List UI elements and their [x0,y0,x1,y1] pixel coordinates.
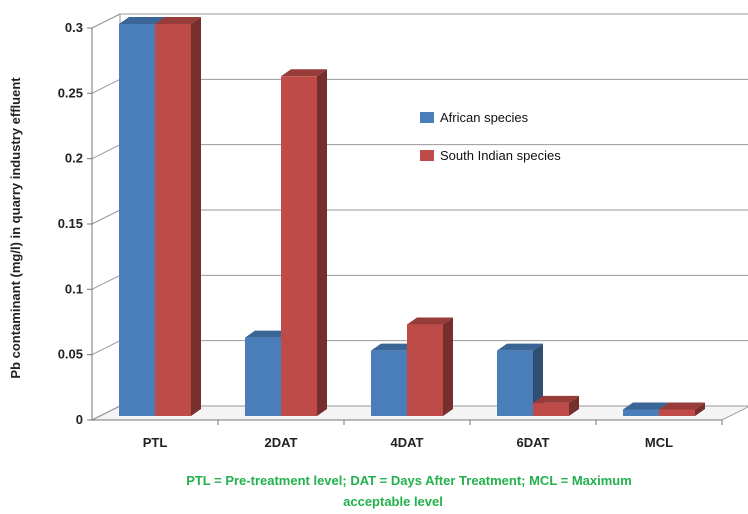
bar-front [119,24,155,416]
bar-side [317,69,327,417]
bar-top [533,395,579,403]
x-tick-label: 2DAT [265,435,298,450]
y-tick-label: 0.25 [58,85,83,100]
bar-top [407,317,453,325]
gridline-side [91,13,121,29]
bar-south-indian-species-4dat [407,317,453,416]
bar-top [155,17,201,24]
legend: African species South Indian species [420,110,561,163]
gridline-side [91,274,121,290]
y-tick-labels: 0 0.05 0.1 0.15 0.2 0.25 0.3 [58,20,83,427]
y-tick-label: 0 [76,412,83,427]
x-tick-label: PTL [143,435,168,450]
gridline-side [91,144,121,160]
bar-side [695,402,705,416]
bar-front [245,337,281,416]
bar-front [407,324,443,416]
bar-african-species-6dat [497,343,543,416]
bar-front [155,24,191,416]
gridline-side [91,78,121,94]
bar-top [281,69,327,77]
bar-south-indian-species-ptl [155,17,201,416]
bar-south-indian-species-mcl [659,402,705,416]
bar-top [497,343,543,351]
bar-top [119,17,165,24]
bar-front [659,409,695,416]
bar-side [569,395,579,416]
bar-top [245,330,291,338]
bar-south-indian-species-6dat [533,395,579,416]
y-axis-label: Pb contaminant (mg/l) in quarry industry… [8,77,23,379]
bar-side [443,317,453,416]
bar-front [497,350,533,416]
bar-side [191,17,201,416]
legend-swatch [420,150,434,161]
bar-front [371,350,407,416]
legend-swatch [420,112,434,123]
gridline-side [91,209,121,225]
bar-top [371,343,417,351]
x-tick-label: 6DAT [517,435,550,450]
x-tick-label: MCL [645,435,673,450]
gridline-side [91,340,121,356]
x-tick-labels: PTL 2DAT 4DAT 6DAT MCL [143,435,673,450]
bar-front [623,409,659,416]
bar-top [623,402,669,410]
y-tick-label: 0.3 [65,20,83,35]
y-tick-label: 0.15 [58,216,83,231]
axes [87,27,723,425]
gridline-side [91,405,121,421]
y-tick-label: 0.1 [65,281,83,296]
bars [119,17,705,417]
legend-label: African species [440,110,529,125]
footnote-line-1: PTL = Pre-treatment level; DAT = Days Af… [186,473,632,488]
footnote-line-2: acceptable level [343,494,443,509]
y-tick-label: 0.05 [58,347,83,362]
bar-south-indian-species-2dat [281,69,327,417]
bar-front [281,76,317,417]
x-tick-label: 4DAT [391,435,424,450]
y-tick-label: 0.2 [65,151,83,166]
bar-front [533,402,569,416]
legend-label: South Indian species [440,148,561,163]
bar-top [659,402,705,410]
